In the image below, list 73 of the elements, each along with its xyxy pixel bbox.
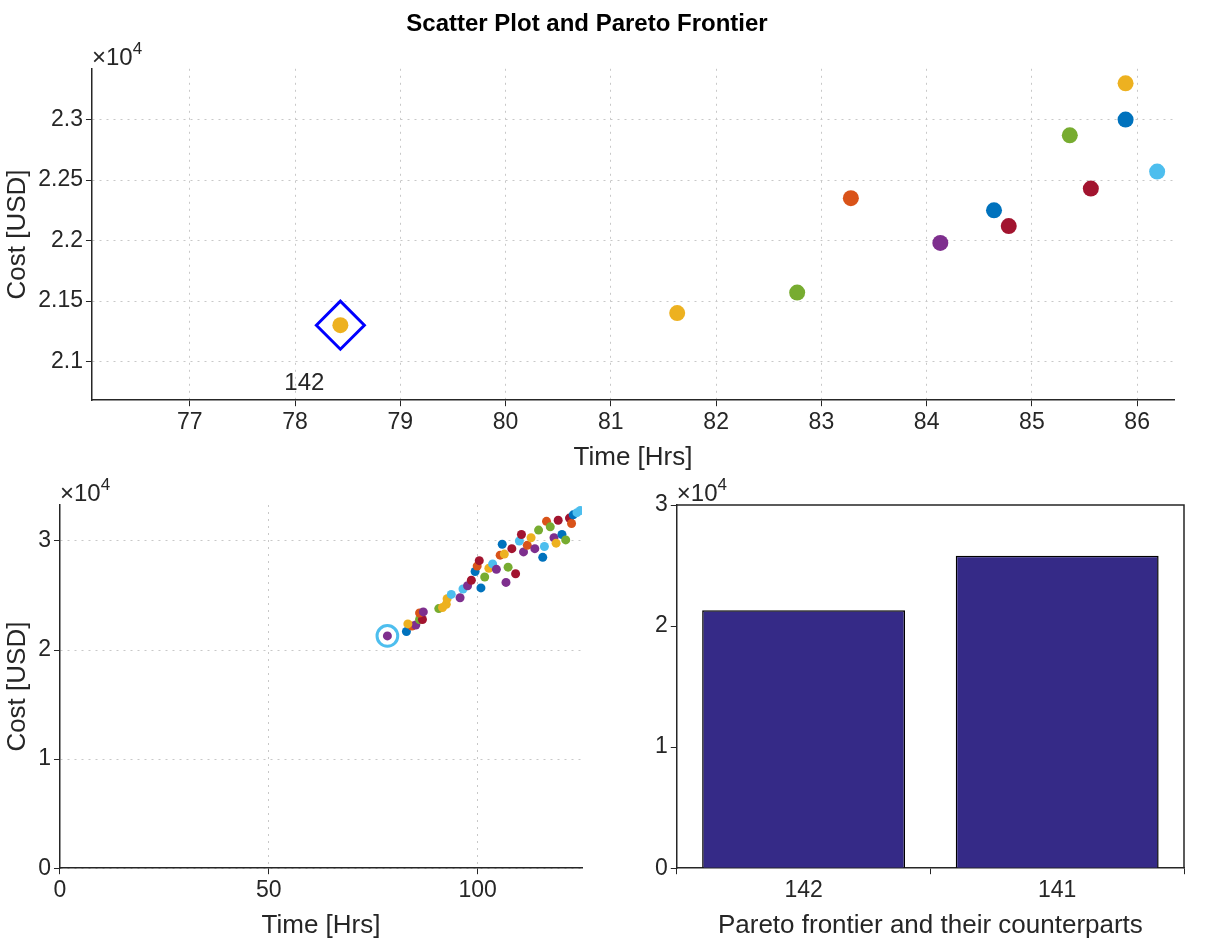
- point: [519, 547, 529, 557]
- x-tick-label: 78: [282, 408, 308, 435]
- point: [403, 619, 413, 629]
- point: [1000, 218, 1017, 235]
- point: [567, 519, 577, 529]
- point: [522, 540, 532, 550]
- point: [986, 202, 1003, 219]
- point: [497, 539, 507, 549]
- point: [476, 583, 486, 593]
- y-tick-label: 2: [654, 611, 668, 638]
- point: [401, 627, 411, 637]
- x-tick-label: 84: [913, 408, 940, 435]
- point: [530, 544, 540, 554]
- point: [534, 525, 544, 535]
- x-tick-label: 82: [703, 408, 729, 435]
- chart-title: Scatter Plot and Pareto Frontier: [406, 9, 768, 37]
- point: [499, 549, 509, 559]
- point: [1082, 180, 1099, 197]
- y-tick-label: 2.2: [50, 225, 83, 252]
- x-tick-label: 141: [1038, 876, 1077, 903]
- point: [503, 562, 513, 572]
- x-tick-label: 81: [598, 408, 624, 435]
- x-tick-label: 79: [387, 408, 414, 435]
- y-tick-label: 2.1: [50, 346, 83, 373]
- point: [314, 299, 366, 351]
- annotation: 142: [284, 367, 325, 395]
- point: [553, 515, 563, 525]
- y-tick-label: 1: [38, 744, 51, 771]
- x-tick-label: 77: [177, 408, 203, 435]
- point: [375, 624, 400, 648]
- point: [538, 552, 548, 562]
- point: [466, 575, 476, 585]
- x-axis-title: Time [Hrs]: [573, 440, 693, 471]
- point: [480, 572, 490, 582]
- point: [561, 535, 571, 545]
- y-tick-label: 3: [38, 526, 51, 553]
- point: [1117, 75, 1134, 92]
- x-tick-label: 85: [1019, 408, 1045, 435]
- point: [789, 284, 806, 301]
- point: [474, 556, 484, 566]
- point: [491, 564, 501, 574]
- x-axis-title: Time [Hrs]: [261, 908, 381, 939]
- point: [1117, 111, 1134, 128]
- x-axis-title: Pareto frontier and their counterparts: [717, 908, 1143, 939]
- point: [842, 190, 859, 207]
- y-tick-label: 1: [654, 732, 668, 759]
- point: [511, 569, 521, 579]
- x-tick-label: 83: [808, 408, 835, 435]
- x-tick-label: 80: [492, 408, 519, 435]
- point: [551, 538, 561, 548]
- y-tick-label: 2.3: [50, 104, 83, 131]
- point: [455, 593, 465, 603]
- point: [669, 305, 686, 322]
- y-tick-label: 2: [38, 635, 51, 662]
- point: [501, 577, 511, 587]
- point: [507, 544, 517, 554]
- x-tick-label: 100: [458, 876, 497, 903]
- y-tick-label: 0: [654, 853, 668, 880]
- point: [516, 529, 526, 539]
- x-tick-label: 142: [784, 876, 823, 903]
- point: [932, 234, 949, 251]
- x-tick-label: 86: [1124, 408, 1150, 435]
- point: [545, 522, 555, 532]
- point: [1149, 163, 1166, 180]
- point: [526, 533, 536, 543]
- y-axis-title: Cost [USD]: [0, 169, 31, 300]
- y-axis-title: Cost [USD]: [0, 621, 31, 752]
- point: [1061, 127, 1078, 144]
- y-tick-label: 2.25: [38, 165, 83, 192]
- x-tick-label: 50: [256, 876, 282, 903]
- y-tick-label: 3: [654, 490, 668, 517]
- y-tick-label: 0: [38, 853, 51, 880]
- y-tick-label: 2.15: [38, 286, 83, 313]
